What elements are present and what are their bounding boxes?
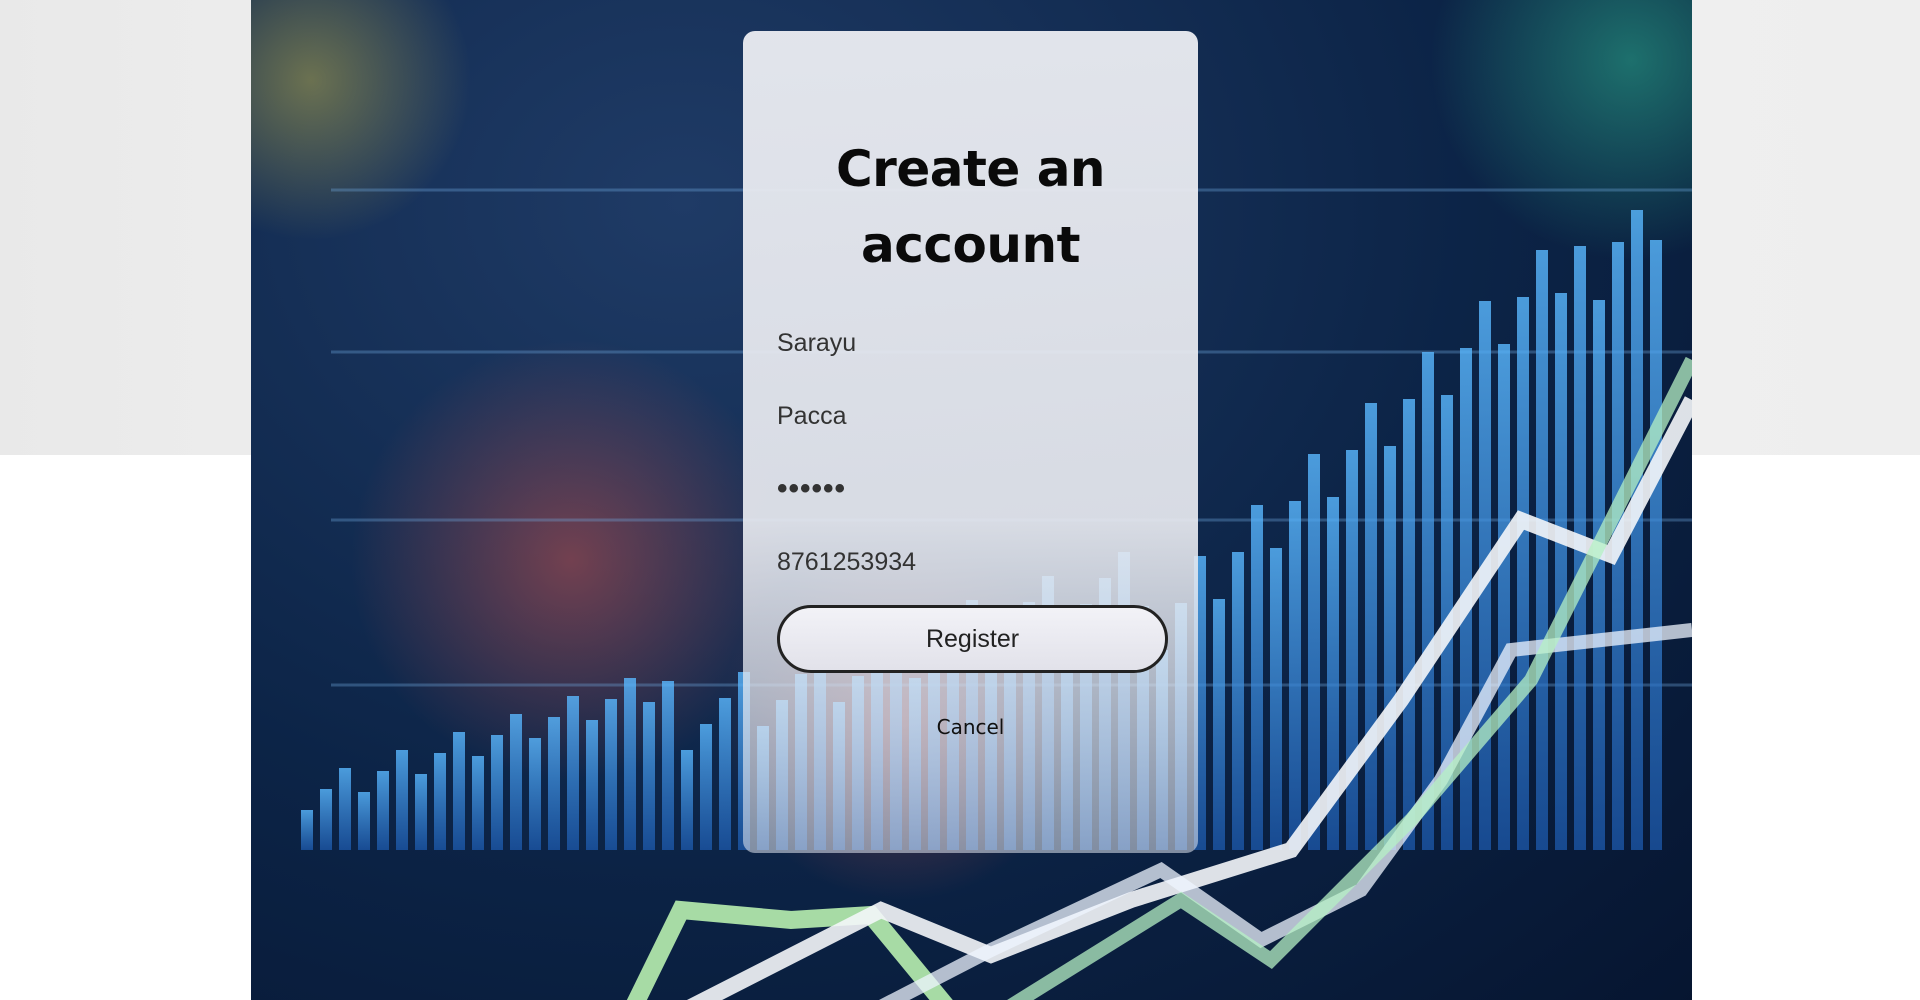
background-bar: [567, 696, 579, 850]
background-bar: [681, 750, 693, 850]
background-bar: [453, 732, 465, 850]
background-bar: [339, 768, 351, 850]
background-bar: [586, 720, 598, 850]
background-bar: [472, 756, 484, 850]
background-bar: [434, 753, 446, 850]
background-bar: [1365, 403, 1377, 850]
background-bar: [491, 735, 503, 850]
cancel-link[interactable]: Cancel: [936, 715, 1005, 739]
background-bar: [1498, 344, 1510, 850]
background-bar: [1327, 497, 1339, 850]
background-bar: [1384, 446, 1396, 850]
background-bar: [1346, 450, 1358, 850]
background-bar: [1650, 240, 1662, 850]
background-bar: [719, 698, 731, 850]
background-bar: [510, 714, 522, 850]
background-bar: [1270, 548, 1282, 850]
background-bar: [700, 724, 712, 850]
background-bar: [548, 717, 560, 850]
background-bar: [1213, 599, 1225, 850]
background-bar: [529, 738, 541, 850]
page-title: Create an account: [835, 140, 1106, 274]
last-name-input[interactable]: [777, 396, 1164, 436]
phone-input[interactable]: [777, 542, 1164, 582]
first-name-input[interactable]: [777, 323, 1164, 363]
background-bar: [1289, 501, 1301, 850]
create-account-card: Create an account Register Cancel: [743, 31, 1198, 853]
background-bar: [415, 774, 427, 850]
background-bar: [1308, 454, 1320, 850]
background-bar: [1555, 293, 1567, 850]
background-bar: [396, 750, 408, 850]
background-bar: [662, 681, 674, 850]
background-bar: [1631, 210, 1643, 850]
background-bar: [1536, 250, 1548, 850]
background-bar: [624, 678, 636, 850]
background-bar: [377, 771, 389, 850]
background-bar: [1593, 300, 1605, 850]
background-bar: [643, 702, 655, 850]
background-bar: [1403, 399, 1415, 850]
background-bar: [1251, 505, 1263, 850]
background-bar: [1517, 297, 1529, 850]
background-bar: [358, 792, 370, 850]
background-bar: [301, 810, 313, 850]
password-input[interactable]: [777, 469, 1164, 509]
background-bar: [1422, 352, 1434, 850]
background-bar: [320, 789, 332, 850]
register-button[interactable]: Register: [777, 605, 1168, 673]
background-bar: [605, 699, 617, 850]
background-bar: [1232, 552, 1244, 850]
